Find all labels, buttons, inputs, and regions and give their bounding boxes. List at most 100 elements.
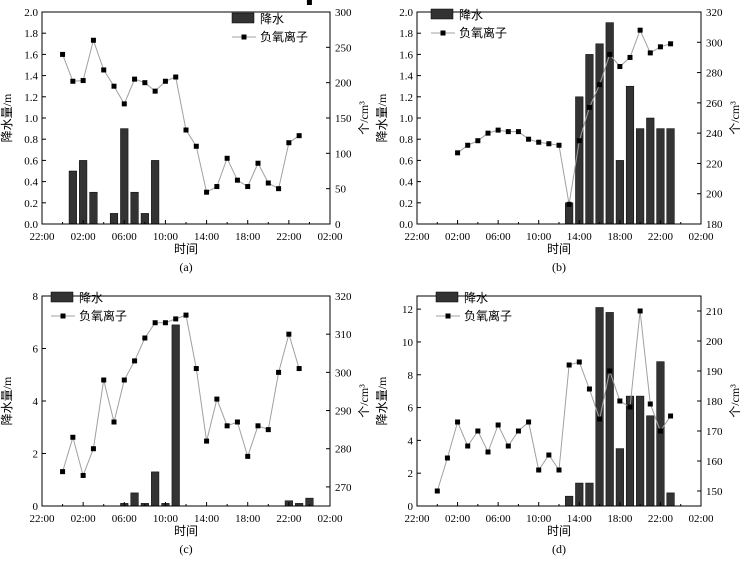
y-left-axis-label: 降水量/m (0, 376, 14, 425)
ion-marker (234, 177, 240, 183)
y-left-tick-label: 4 (33, 396, 39, 408)
ion-marker (80, 472, 86, 478)
y-right-tick-label: 270 (335, 482, 352, 494)
y-left-tick-label: 0.6 (24, 155, 38, 167)
ion-marker (668, 413, 674, 419)
legend-bar-swatch (231, 12, 255, 24)
ion-marker (224, 155, 230, 161)
rain-bar (666, 128, 675, 225)
ion-marker (526, 419, 532, 425)
x-tick-label: 22:00 (648, 231, 674, 243)
legend-marker-swatch (60, 313, 66, 319)
rain-bar (666, 492, 675, 507)
ion-marker (597, 82, 603, 88)
y-left-tick-label: 0 (408, 501, 414, 513)
ion-marker (80, 78, 86, 84)
x-tick-label: 22:00 (404, 231, 430, 243)
y-left-tick-label: 8 (408, 370, 414, 382)
x-tick-label: 06:00 (486, 513, 512, 525)
ion-marker (576, 359, 582, 365)
x-tick-label: 06:00 (112, 513, 138, 525)
ion-marker (204, 438, 210, 444)
y-right-tick-label: 250 (335, 42, 352, 54)
y-left-tick-label: 2 (408, 468, 414, 480)
y-left-tick-label: 0.4 (399, 177, 413, 189)
x-tick-label: 18:00 (235, 513, 261, 525)
y-right-tick-label: 320 (335, 291, 352, 303)
x-tick-label: 22:00 (404, 513, 430, 525)
x-axis-label: 时间 (174, 524, 198, 538)
y-left-tick-label: 0.0 (399, 219, 413, 231)
y-left-tick-label: 1.0 (24, 113, 38, 125)
rain-bar (585, 54, 594, 225)
y-right-tick-label: 50 (335, 184, 347, 196)
y-right-tick-label: 310 (335, 329, 352, 341)
panel-d: 22:00 02:00 06:00 10:00 14:00 18:00 22:00 02:00… (375, 291, 742, 556)
ion-marker (546, 141, 552, 147)
ion-marker (70, 78, 76, 84)
y-left-axis-label: 降水量/m (0, 93, 14, 142)
x-tick-label: 02:00 (317, 513, 343, 525)
ion-marker (142, 335, 148, 341)
y-right-axis-label: 个/cm³ (357, 384, 371, 418)
legend-bar-swatch (435, 291, 459, 303)
ion-line (436, 310, 672, 492)
y-left-tick-label: 0.0 (24, 219, 38, 231)
y-left-tick-label: 2.0 (24, 7, 38, 19)
ion-marker (455, 419, 461, 425)
ion-marker (296, 366, 302, 372)
legend-bar-swatch (50, 291, 74, 303)
ion-marker (101, 377, 107, 383)
ion-marker (286, 140, 292, 146)
ion-marker (434, 488, 440, 494)
rain-bar (636, 128, 645, 225)
y-right-tick-label: 320 (706, 7, 723, 19)
y-right-tick-label: 150 (335, 113, 352, 125)
x-tick-label: 14:00 (567, 231, 593, 243)
y-left-tick-label: 1.8 (24, 28, 38, 40)
x-tick-label: 22:00 (29, 513, 55, 525)
legend-marker-swatch (241, 34, 247, 40)
rain-bar (656, 128, 665, 225)
ion-marker (627, 404, 633, 410)
y-left-tick-label: 0.8 (24, 134, 38, 146)
y-left-tick-label: 10 (402, 337, 414, 349)
rain-bar (109, 213, 119, 225)
ion-marker (142, 80, 148, 86)
y-right-tick-label: 200 (335, 78, 352, 90)
ion-marker (214, 184, 220, 190)
x-axis-label: 时间 (174, 242, 198, 256)
rain-bar (646, 415, 655, 507)
ion-marker (90, 37, 96, 43)
y-right-tick-label: 150 (706, 486, 723, 498)
y-right-tick-label: 200 (706, 336, 723, 348)
ion-marker (111, 419, 117, 425)
y-right-tick-label: 280 (706, 68, 723, 80)
ion-marker (566, 362, 572, 368)
ion-marker (668, 41, 674, 47)
x-axis-label: 时间 (547, 524, 571, 538)
x-tick-label: 02:00 (445, 231, 471, 243)
ion-marker (444, 455, 450, 461)
rain-bar (130, 191, 139, 225)
ion-marker (647, 50, 653, 56)
y-right-tick-label: 200 (706, 189, 723, 201)
x-tick-label: 18:00 (607, 513, 633, 525)
rain-bar (89, 191, 98, 225)
y-left-tick-label: 0.8 (399, 134, 413, 146)
ion-marker (515, 428, 521, 434)
y-right-tick-label: 300 (706, 37, 723, 49)
panel-b: 22:00 02:00 06:00 10:00 14:00 18:00 22:00 02:00… (375, 7, 742, 274)
ion-marker (173, 74, 179, 80)
y-left-tick-label: 1.2 (399, 92, 413, 104)
ion-marker (475, 428, 481, 434)
y-left-tick-label: 1.8 (399, 28, 413, 40)
y-right-tick-label: 0 (335, 219, 341, 231)
ion-marker (627, 54, 633, 60)
ion-marker (173, 316, 179, 322)
y-right-tick-label: 170 (706, 426, 723, 438)
rain-bar (565, 495, 574, 507)
rain-bar (585, 482, 594, 507)
ion-marker (505, 129, 511, 135)
